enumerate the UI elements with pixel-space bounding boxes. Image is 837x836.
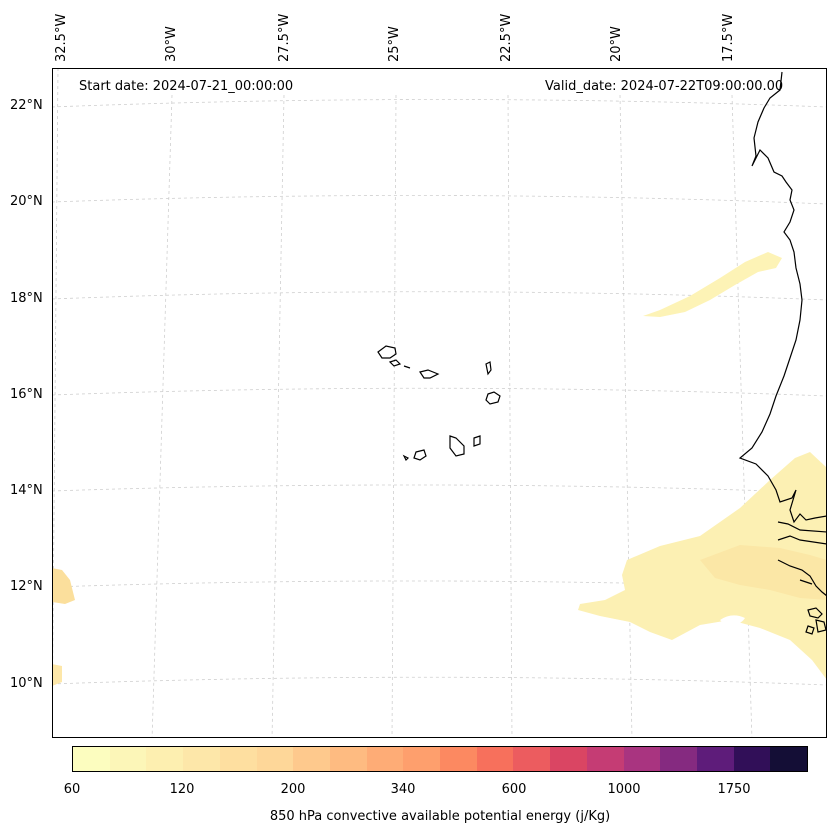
island-santa-luzia [403, 365, 411, 369]
lon-label-22-5w: 22.5°W [499, 13, 514, 62]
lon-label-20w: 20°W [609, 26, 624, 62]
lat-label-14n: 14°N [10, 483, 43, 498]
colorbar-tick-340: 340 [390, 782, 416, 797]
island-brava [402, 454, 410, 462]
colorbar-cell [476, 747, 514, 771]
island-fogo [413, 449, 427, 461]
colorbar-cell [623, 747, 661, 771]
colorbar-tick-600: 600 [501, 782, 527, 797]
colorbar-cell [183, 747, 220, 771]
colorbar-cell [146, 747, 184, 771]
colorbar-cell [440, 747, 477, 771]
lat-label-16n: 16°N [10, 387, 43, 402]
colorbar-cell [550, 747, 587, 771]
colorbar-cell [513, 747, 551, 771]
colorbar-tick-1000: 1000 [607, 782, 641, 797]
island-santo-antao [377, 345, 397, 359]
island-boa-vista [485, 391, 501, 405]
lon-label-25w: 25°W [387, 26, 402, 62]
island-sal [485, 361, 492, 376]
island-santiago [449, 435, 465, 457]
start-date-label: Start date: 2024-07-21_00:00:00 [79, 79, 294, 94]
lon-label-27-5w: 27.5°W [277, 13, 292, 62]
colorbar-cell [109, 747, 147, 771]
colorbar-tick-200: 200 [280, 782, 306, 797]
colorbar-tick-1750: 1750 [717, 782, 751, 797]
island-sao-vicente [388, 359, 402, 367]
island-maio [473, 435, 481, 447]
lon-label-30w: 30°W [164, 26, 179, 62]
cape-shading [53, 252, 826, 686]
graticule [53, 69, 826, 737]
colorbar-cell [403, 747, 441, 771]
cape-area-west [53, 568, 75, 604]
coast-africa [738, 71, 826, 524]
colorbar-cell [696, 747, 734, 771]
lat-label-20n: 20°N [10, 194, 43, 209]
colorbar-cell [770, 747, 808, 771]
coast-gambia [777, 521, 826, 545]
colorbar [72, 746, 808, 772]
colorbar-cell [733, 747, 771, 771]
island-sao-nicolau [419, 369, 440, 379]
colorbar-cell [256, 747, 294, 771]
colorbar-cell [73, 747, 110, 771]
colorbar-cell [329, 747, 367, 771]
lat-label-12n: 12°N [10, 579, 43, 594]
valid-date-label: Valid_date: 2024-07-22T09:00:00.00 [545, 79, 784, 94]
cape-area-west-small [53, 664, 62, 686]
colorbar-cell [219, 747, 257, 771]
cape-area-southeast-core [700, 545, 826, 600]
colorbar-cell [660, 747, 697, 771]
map-canvas [53, 69, 826, 737]
lat-label-10n: 10°N [10, 676, 43, 691]
colorbar-tick-120: 120 [169, 782, 195, 797]
colorbar-cell [293, 747, 330, 771]
cape-band-north [643, 252, 782, 317]
colorbar-cell [586, 747, 624, 771]
lon-label-32-5w: 32.5°W [54, 13, 69, 62]
lon-label-17-5w: 17.5°W [721, 13, 736, 62]
coast-guinea-bissau [777, 559, 826, 635]
cape-clear-patch [720, 615, 745, 626]
lat-label-22n: 22°N [10, 98, 43, 113]
cape-area-southeast [578, 452, 826, 679]
colorbar-label: 850 hPa convective available potential e… [269, 809, 611, 824]
map-panel[interactable]: Start date: 2024-07-21_00:00:00 Valid_da… [52, 68, 827, 738]
coastlines [377, 71, 826, 635]
colorbar-tick-60: 60 [63, 782, 81, 797]
colorbar-cell [366, 747, 404, 771]
lat-label-18n: 18°N [10, 291, 43, 306]
